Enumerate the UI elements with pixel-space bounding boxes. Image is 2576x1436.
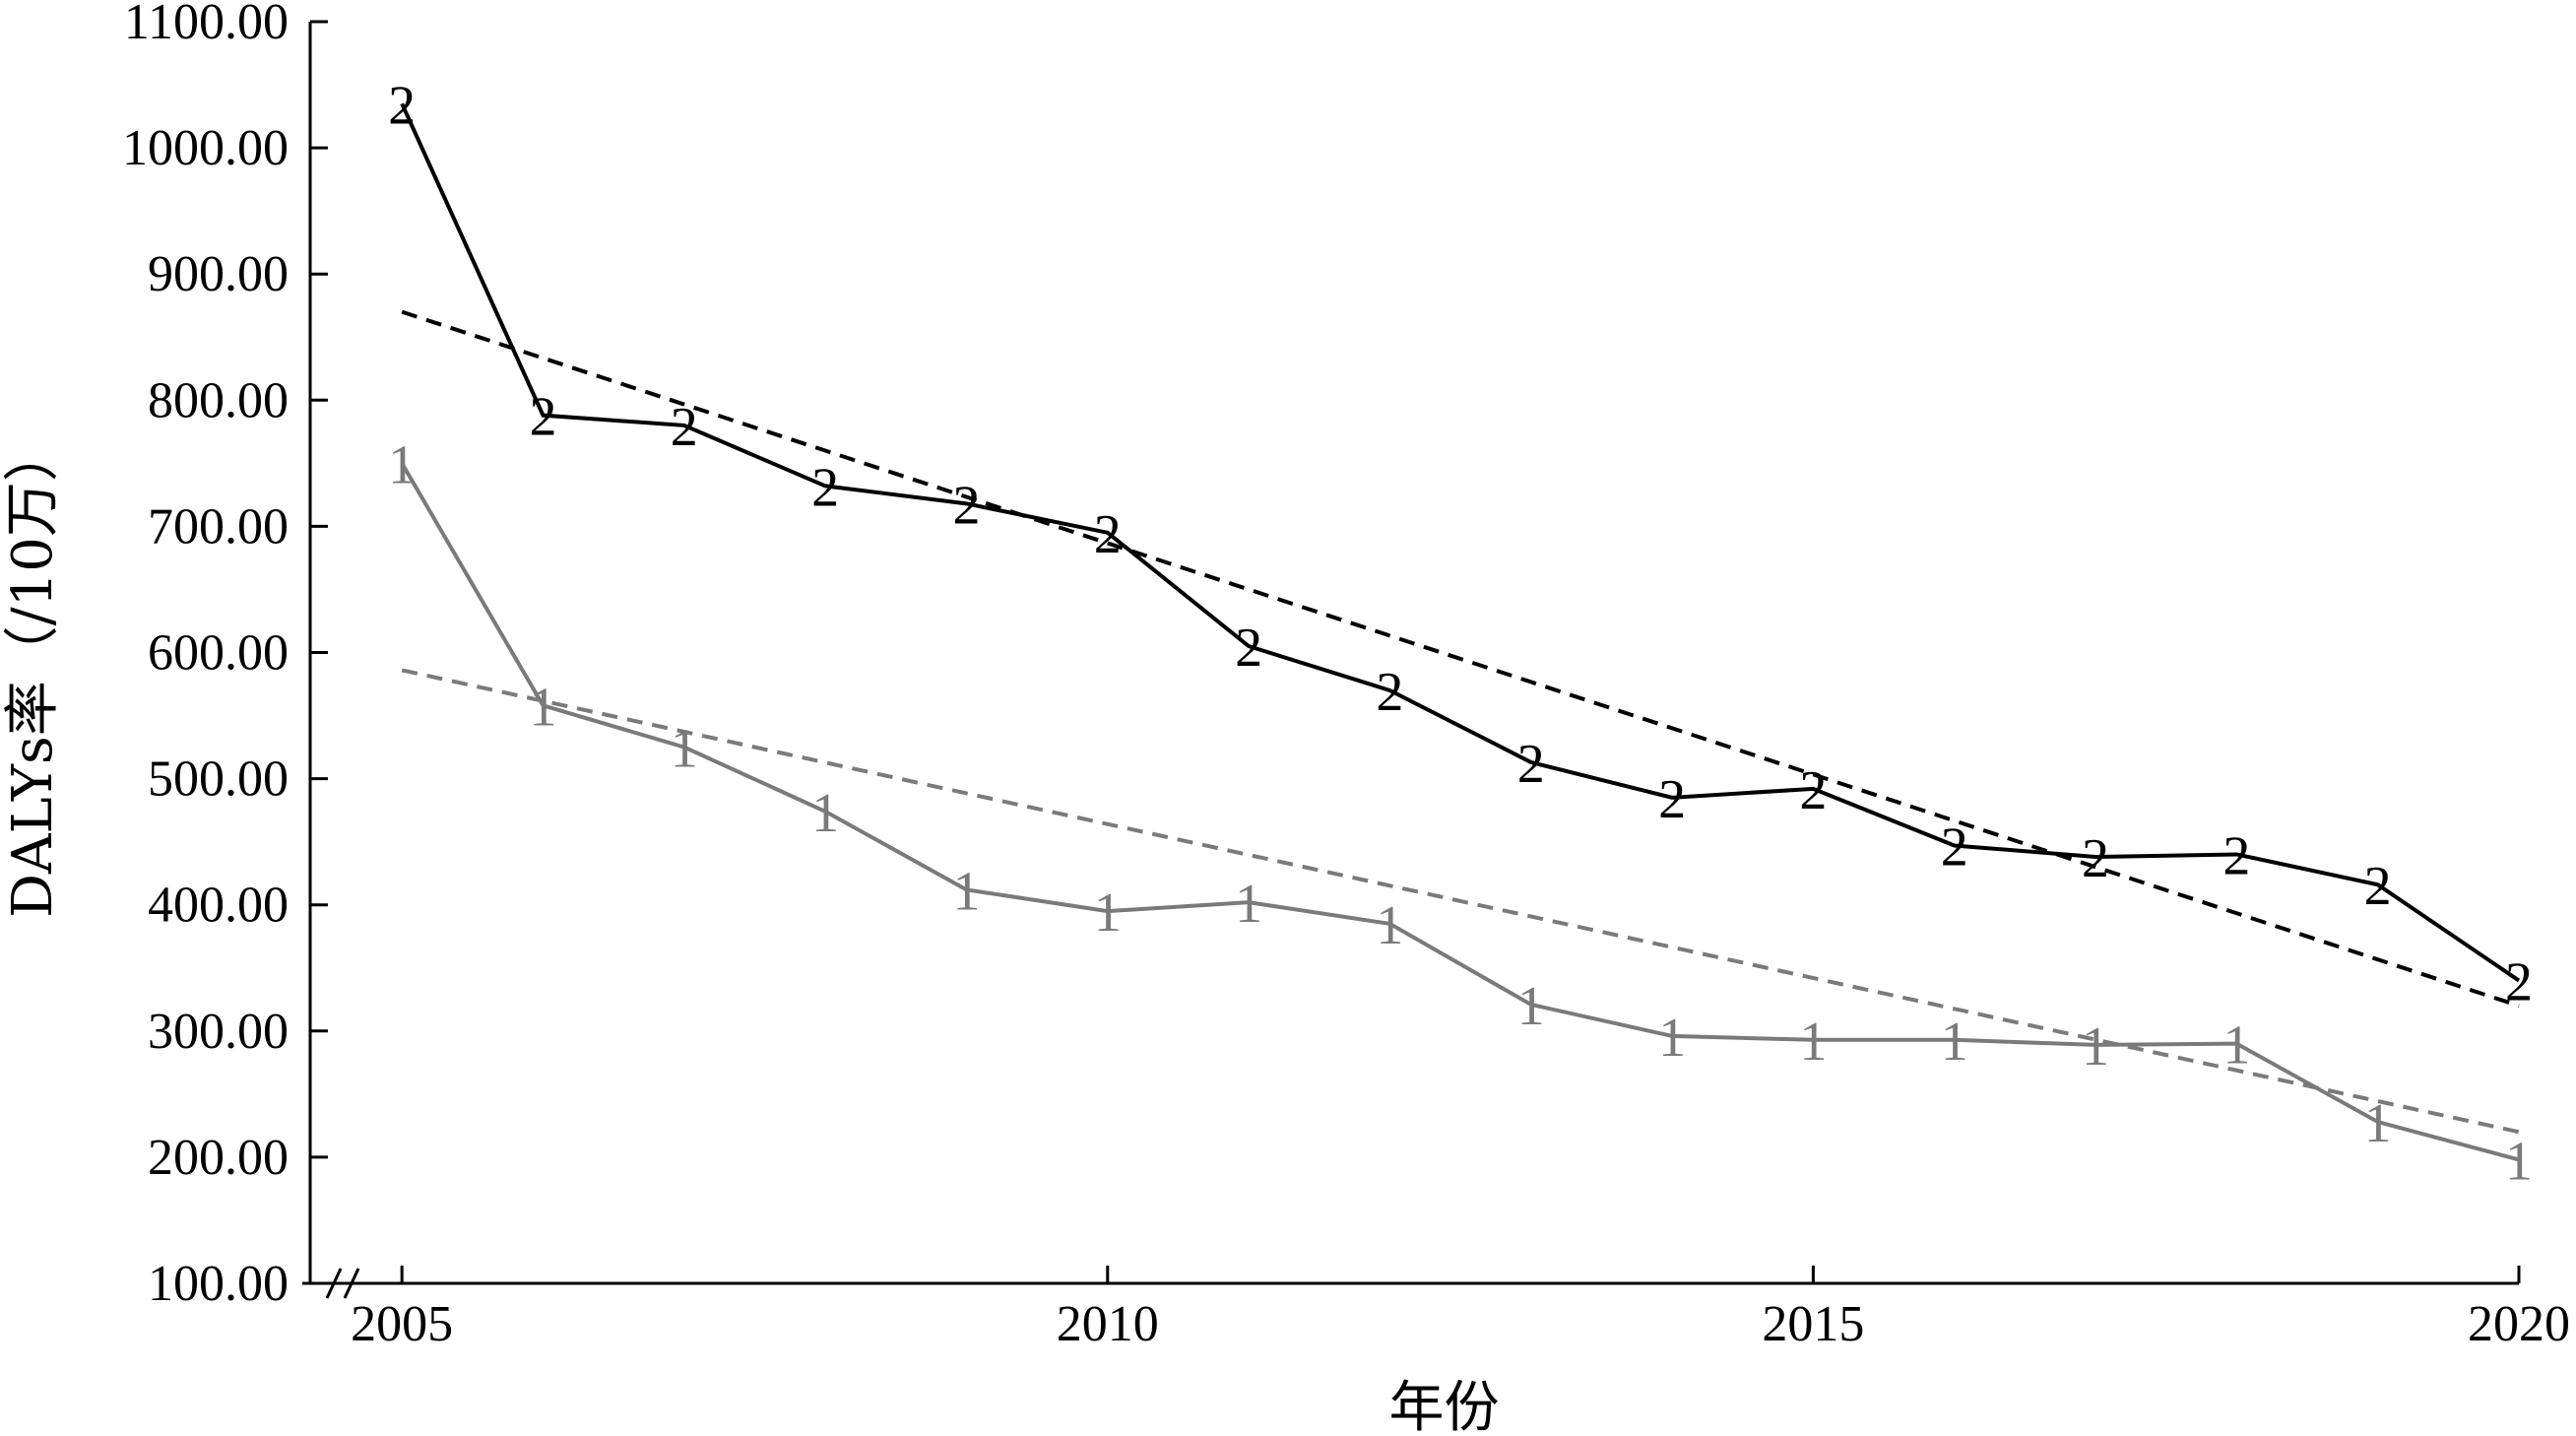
series-lines bbox=[400, 102, 2521, 1162]
y-tick-label: 500.00 bbox=[148, 751, 289, 808]
data-point-series-1: 1 bbox=[1235, 874, 1262, 935]
trend-line-series-1 bbox=[401, 668, 2520, 1135]
data-point-series-1: 1 bbox=[952, 861, 980, 922]
series-line-2 bbox=[400, 102, 2521, 983]
y-tick-label: 100.00 bbox=[148, 1256, 289, 1312]
data-point-series-2: 2 bbox=[1376, 662, 1403, 723]
data-point-series-2: 2 bbox=[952, 475, 980, 536]
data-point-series-1: 1 bbox=[388, 434, 416, 495]
data-point-series-1: 1 bbox=[2222, 1015, 2250, 1077]
data-point-series-2: 2 bbox=[1094, 504, 1122, 565]
data-point-series-2: 2 bbox=[1941, 816, 1968, 878]
data-point-series-1: 1 bbox=[1799, 1012, 1827, 1073]
data-point-series-1: 1 bbox=[1376, 895, 1403, 956]
data-point-series-2: 2 bbox=[1517, 734, 1545, 795]
y-tick-label: 900.00 bbox=[148, 246, 289, 302]
y-tick-label: 1000.00 bbox=[122, 120, 289, 176]
x-tick-label: 2010 bbox=[1057, 1296, 1159, 1352]
data-point-series-2: 2 bbox=[1235, 618, 1262, 679]
trend-line-series-2 bbox=[401, 309, 2520, 1009]
data-point-series-1: 1 bbox=[811, 783, 839, 844]
y-axis-title: DALYs率（/10万） bbox=[1, 426, 65, 918]
x-tick-label: 2020 bbox=[2468, 1296, 2570, 1352]
trend-lines bbox=[401, 309, 2520, 1135]
data-point-series-1: 1 bbox=[671, 719, 698, 780]
x-axis-title: 年份 bbox=[1389, 1376, 1500, 1436]
x-tick-label: 2015 bbox=[1762, 1296, 1864, 1352]
markers: 2 2 2 2 2 2 2 2 2 2 2 2 2 2 2 2 1 1 1 1 1 1 1 1 1 1 1 1 1 1 1 1 bbox=[388, 75, 2533, 1192]
data-point-series-1: 1 bbox=[1658, 1008, 1686, 1069]
data-point-series-1: 1 bbox=[2505, 1131, 2533, 1192]
data-point-series-1: 1 bbox=[1517, 976, 1545, 1037]
axis-break-mark bbox=[325, 1268, 343, 1299]
data-point-series-2: 2 bbox=[811, 457, 839, 518]
data-point-series-1: 1 bbox=[2082, 1016, 2109, 1077]
data-point-series-2: 2 bbox=[2082, 828, 2109, 889]
data-point-series-2: 2 bbox=[2222, 825, 2250, 886]
data-point-series-2: 2 bbox=[1799, 760, 1827, 821]
data-point-series-2: 2 bbox=[529, 387, 556, 448]
data-point-series-2: 2 bbox=[388, 75, 416, 136]
axes: 100.00 200.00 300.00 400.00 500.00 600.00 700.… bbox=[122, 0, 2570, 1352]
y-tick-label: 200.00 bbox=[148, 1130, 289, 1186]
y-tick-label: 1100.00 bbox=[124, 0, 289, 50]
data-point-series-1: 1 bbox=[1941, 1012, 1968, 1073]
y-tick-label: 400.00 bbox=[148, 878, 289, 934]
y-tick-label: 800.00 bbox=[148, 372, 289, 428]
data-point-series-1: 1 bbox=[1094, 882, 1122, 944]
y-tick-label: 700.00 bbox=[148, 498, 289, 555]
y-tick-label: 300.00 bbox=[148, 1004, 289, 1060]
data-point-series-2: 2 bbox=[2364, 856, 2392, 917]
series-line-1 bbox=[400, 462, 2520, 1162]
data-point-series-1: 1 bbox=[2364, 1093, 2392, 1154]
y-tick-label: 600.00 bbox=[148, 625, 289, 682]
data-point-series-2: 2 bbox=[1658, 769, 1686, 830]
data-point-series-1: 1 bbox=[529, 677, 556, 738]
data-point-series-2: 2 bbox=[2505, 952, 2533, 1013]
data-point-series-2: 2 bbox=[671, 397, 698, 458]
x-tick-label: 2005 bbox=[351, 1296, 453, 1352]
axis-break-mark bbox=[343, 1268, 360, 1299]
